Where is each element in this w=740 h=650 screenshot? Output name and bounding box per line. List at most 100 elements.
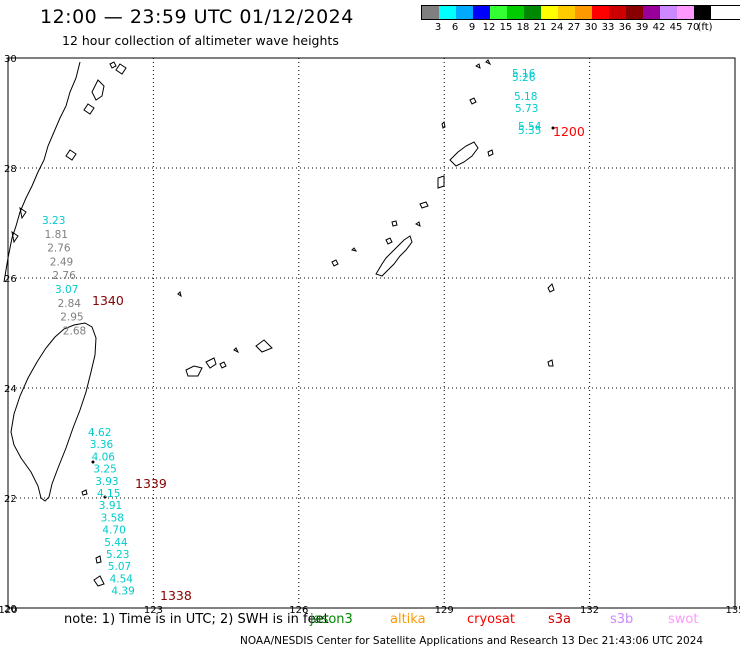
pass-time-label: 1338	[160, 588, 192, 603]
credit-line: NOAA/NESDIS Center for Satellite Applica…	[240, 635, 704, 647]
legend-swatch	[439, 6, 456, 19]
swh-value-label: 4.54	[110, 573, 134, 585]
legend-swatch	[643, 6, 660, 19]
swh-value-label: 3.58	[101, 512, 124, 524]
satellite-label-jason3: jason3	[310, 612, 353, 627]
china-coastline	[3, 61, 81, 283]
legend-ticks: 3 6 9 12 15 18 21 24 27 30 33 36 39 42 45 70 (ft)	[421, 20, 740, 34]
legend-swatch	[456, 6, 473, 19]
latitude-label: 22	[4, 494, 17, 505]
swh-value-label: 5.73	[515, 103, 538, 115]
legend-swatch	[575, 6, 592, 19]
swh-value-label: 5.26	[512, 72, 536, 84]
legend-tick-label: 39	[635, 22, 649, 33]
okinawa-coastline	[375, 235, 413, 277]
swh-value-label: 4.39	[111, 586, 134, 598]
pass-time-label: 1339	[135, 476, 167, 491]
swh-value-label: 5.54	[518, 121, 542, 133]
satellite-label-cryosat: cryosat	[467, 612, 515, 627]
legend-swatch	[524, 6, 541, 19]
legend-swatch	[490, 6, 507, 19]
legend-swatch	[473, 6, 490, 19]
swh-value-label: 2.49	[50, 256, 73, 268]
map-frame	[7, 57, 736, 609]
longitude-label: 123	[144, 605, 163, 616]
swh-value-label: 2.76	[47, 243, 71, 255]
track-markers	[91, 126, 555, 499]
legend-tick-label: 42	[652, 22, 666, 33]
pass-time-label: 1200	[553, 124, 585, 139]
swh-value-label: 3.23	[42, 215, 65, 227]
legend-tick-label: 9	[468, 22, 476, 33]
swh-value-label: 3.91	[99, 500, 122, 512]
legend-tick-label: 18	[516, 22, 530, 33]
legend-swatch	[609, 6, 626, 19]
longitude-label: 120	[0, 605, 18, 616]
latitude-label: 20	[4, 604, 17, 615]
coastlines	[3, 59, 555, 587]
swh-value-label: 4.62	[88, 427, 111, 439]
swh-value-label: 5.16	[512, 68, 536, 80]
swh-value-label: 3.93	[95, 476, 118, 488]
swh-value-label: 3.36	[90, 439, 114, 451]
map-grid: 120 123 126 129 132 135 30 28 26 24 22 20	[0, 54, 740, 616]
swh-value-label: 5.23	[106, 549, 129, 561]
legend-swatch	[558, 6, 575, 19]
longitude-label: 129	[435, 605, 454, 616]
latitude-label: 28	[4, 164, 17, 175]
sakishima-coastline	[185, 365, 203, 377]
legend-swatch	[507, 6, 524, 19]
pass-time-label: 1340	[92, 293, 124, 308]
longitude-label: 135	[725, 605, 740, 616]
map-title: 12:00 — 23:59 UTC 01/12/2024	[40, 6, 354, 28]
legend-tick-label: 24	[550, 22, 564, 33]
swh-value-label: 2.76	[52, 270, 76, 282]
longitude-label: 132	[580, 605, 599, 616]
legend-swatch	[592, 6, 609, 19]
swh-value-label: 4.70	[102, 525, 125, 537]
color-legend: 3 6 9 12 15 18 21 24 27 30 33 36 39 42 45 70 (ft)	[421, 5, 740, 34]
legend-tick-label: 21	[533, 22, 547, 33]
latitude-label: 30	[4, 54, 17, 65]
swh-labels: 3.231.812.762.492.763.072.842.952.681340…	[42, 68, 585, 603]
swh-value-label: 5.07	[108, 561, 131, 573]
amami-coastline	[449, 141, 479, 167]
units-note: note: 1) Time is in UTC; 2) SWH is in fe…	[64, 612, 329, 627]
legend-tick-label: 3	[434, 22, 442, 33]
legend-tick-label: 15	[499, 22, 513, 33]
legend-tick-label: 70	[686, 22, 700, 33]
longitude-label: 126	[289, 605, 308, 616]
swh-value-label: 5.35	[518, 125, 541, 137]
legend-swatch	[541, 6, 558, 19]
swh-value-label: 2.68	[63, 325, 86, 337]
legend-tick-label: 6	[451, 22, 459, 33]
legend-tick-label: 33	[601, 22, 615, 33]
legend-tick-label: 12	[482, 22, 496, 33]
latitude-label: 24	[4, 384, 17, 395]
legend-tick-label: 27	[567, 22, 581, 33]
swh-value-label: 4.06	[92, 451, 116, 463]
legend-swatch	[422, 6, 439, 19]
legend-swatches	[421, 5, 740, 20]
swh-value-label: 2.84	[58, 298, 82, 310]
swh-value-label: 3.25	[93, 464, 116, 476]
legend-tick-label: 45	[669, 22, 683, 33]
map-subtitle: 12 hour collection of altimeter wave hei…	[62, 33, 339, 48]
satellite-label-altika: altika	[390, 612, 426, 627]
satellite-label-s3a: s3a	[548, 612, 572, 627]
latitude-label: 26	[4, 274, 17, 285]
swh-value-label: 3.07	[55, 284, 78, 296]
taiwan-coastline	[10, 322, 97, 502]
legend-swatch	[660, 6, 677, 19]
satellite-label-s3b: s3b	[610, 612, 634, 627]
legend-tick-label: 36	[618, 22, 632, 33]
swh-value-label: 1.81	[45, 229, 68, 241]
legend-swatch	[626, 6, 643, 19]
swh-value-label: 4.15	[97, 488, 120, 500]
legend-swatch	[694, 6, 711, 19]
swh-value-label: 2.95	[60, 312, 83, 324]
swh-value-label: 5.18	[514, 91, 537, 103]
legend-tick-label: 30	[584, 22, 598, 33]
swh-value-label: 5.44	[104, 537, 128, 549]
